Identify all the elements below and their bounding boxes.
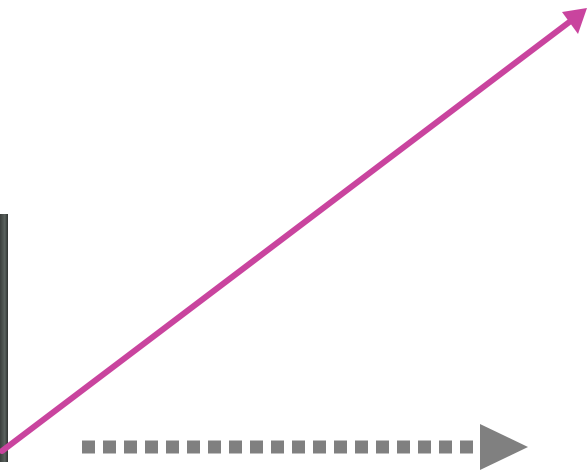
- diagonal-arrow-line: [2, 20, 572, 451]
- page: [0, 0, 587, 475]
- image-fragment: [0, 214, 8, 462]
- canvas: [0, 0, 587, 475]
- dashed-arrow-head: [480, 424, 528, 470]
